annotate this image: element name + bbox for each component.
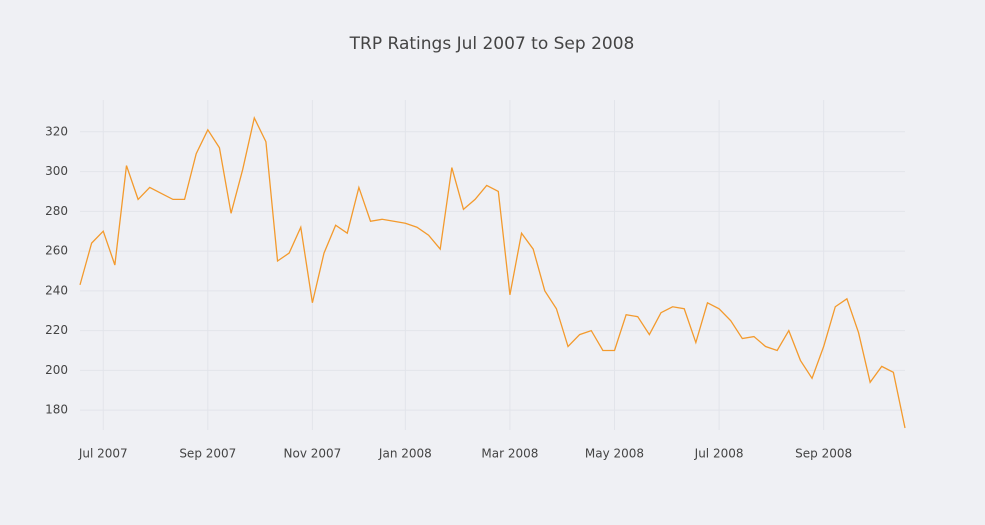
y-tick-label: 180 [45, 403, 68, 417]
x-tick-label: Sep 2008 [795, 447, 852, 461]
y-tick-label: 300 [45, 164, 68, 178]
line [79, 115, 906, 429]
chart-title: TRP Ratings Jul 2007 to Sep 2008 [349, 34, 635, 54]
x-tick-label: Jan 2008 [378, 447, 432, 461]
x-tick-label: May 2008 [585, 447, 644, 461]
x-tick-label: Jul 2008 [694, 447, 744, 461]
x-tick-label: Sep 2007 [179, 447, 236, 461]
y-tick-label: 260 [45, 244, 68, 258]
y-tick-label: 320 [45, 124, 68, 138]
x-tick-label: Jul 2007 [78, 447, 128, 461]
x-tick-label: Mar 2008 [481, 447, 538, 461]
y-tick-label: 220 [45, 323, 68, 337]
y-tick-label: 200 [45, 363, 68, 377]
y-tick-label: 240 [45, 283, 68, 297]
x-tick-label: Nov 2007 [284, 447, 342, 461]
y-tick-label: 280 [45, 204, 68, 218]
